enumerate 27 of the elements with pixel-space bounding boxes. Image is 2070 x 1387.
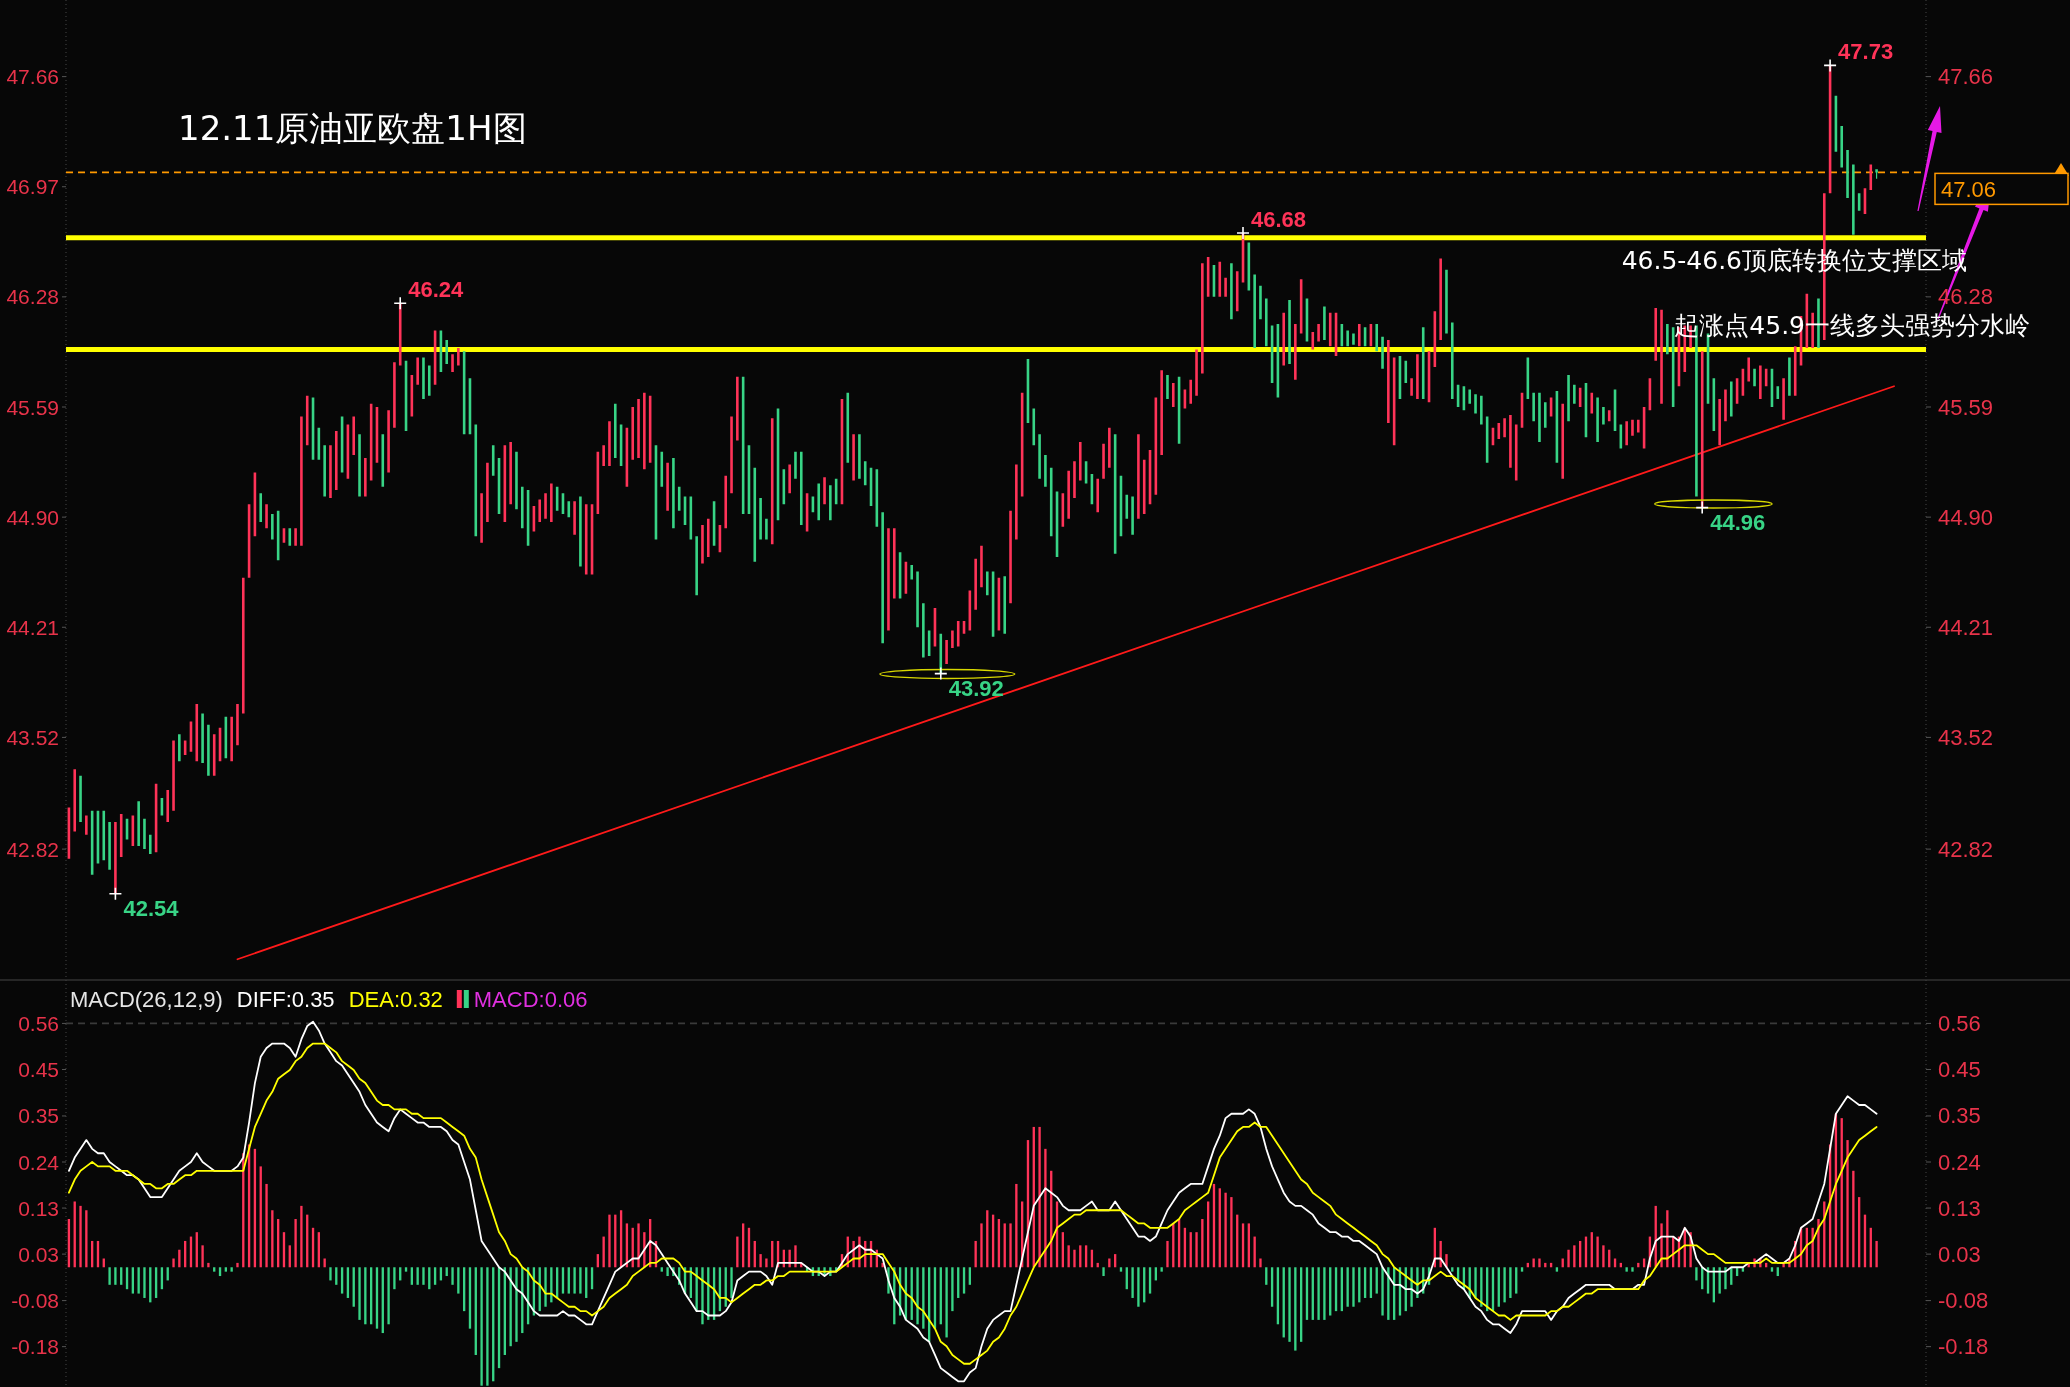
legend-label: MACD:0.06	[473, 986, 588, 1012]
y-tick-label: 0.45	[18, 1057, 59, 1081]
y-tick-label: 45.59	[1938, 394, 1994, 420]
y-tick-label: -0.08	[11, 1289, 59, 1313]
text: 42.54	[123, 896, 179, 922]
chart-title: MACD(26,12,9)	[70, 986, 223, 1012]
y-tick-label: 0.35	[18, 1104, 59, 1128]
text: 46.68	[1251, 206, 1307, 232]
y-tick-label: 0.24	[18, 1150, 60, 1174]
text: 12.11原油亚欧盘1H图	[178, 108, 527, 148]
series-label: DIFF:0.35	[236, 986, 335, 1012]
text: 47.73	[1838, 38, 1894, 64]
y-tick-label: 44.21	[1938, 614, 1994, 640]
series-label: DEA:0.32	[348, 986, 443, 1012]
y-tick-label: 47.66	[1938, 64, 1994, 90]
y-tick-label: 44.90	[1938, 504, 1994, 530]
text: 44.96	[1710, 510, 1766, 536]
y2-tick-label: 46.97	[6, 175, 59, 199]
y-tick-label: 0.13	[18, 1196, 59, 1220]
y-tick-label: 0.03	[18, 1242, 59, 1266]
ref-line-label: 47.06	[1941, 176, 1997, 202]
y-tick-label: -0.18	[11, 1335, 59, 1359]
text: 43.92	[948, 676, 1004, 702]
y-tick-label: 42.82	[1938, 836, 1994, 862]
text: 46.24	[408, 276, 464, 302]
y-tick-label: 43.52	[1938, 724, 1994, 750]
y-tick-label: 0.56	[18, 1011, 59, 1035]
